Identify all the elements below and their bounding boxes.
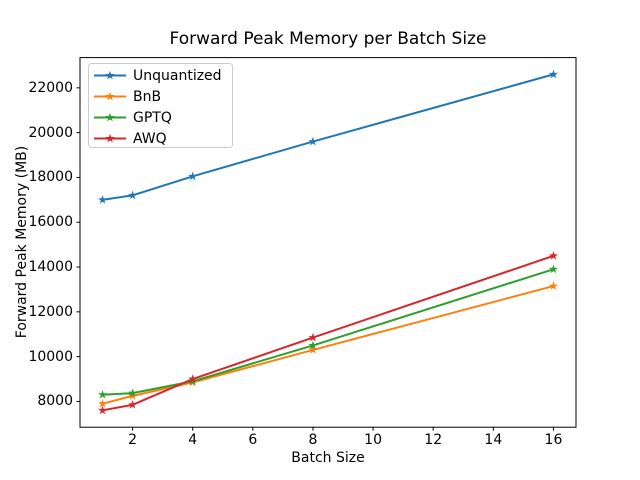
y-tick-label-12000: 12000 [28, 303, 73, 320]
legend-label-gptq: GPTQ [133, 109, 172, 126]
x-tick-label-6: 6 [248, 432, 258, 448]
marker-awq-2 [128, 400, 138, 409]
x-tick-label-12: 12 [424, 432, 443, 448]
legend-marker-awq [105, 133, 115, 143]
marker-awq-16 [548, 251, 559, 260]
marker-awq-4 [188, 374, 198, 383]
marker-awq-8 [308, 332, 318, 342]
marker-unquantized-8 [308, 136, 318, 146]
legend-box [88, 63, 233, 148]
marker-awq-1 [97, 405, 108, 415]
x-tick-label-8: 8 [308, 432, 318, 448]
legend-marker-unquantized [105, 70, 115, 80]
legend-marker-gptq [105, 112, 115, 122]
y-tick-label-18000: 18000 [28, 169, 73, 186]
marker-gptq-16 [548, 264, 559, 274]
marker-bnb-8 [308, 345, 318, 354]
marker-bnb-1 [97, 398, 108, 408]
x-axis-label: Batch Size [291, 450, 365, 466]
y-tick-label-10000: 10000 [28, 348, 73, 365]
marker-bnb-16 [548, 281, 559, 290]
legend-marker-bnb [105, 91, 115, 101]
legend-label-awq: AWQ [133, 130, 167, 147]
legend-label-bnb: BnB [133, 88, 162, 105]
marker-unquantized-2 [128, 190, 138, 200]
marker-gptq-8 [308, 340, 318, 350]
marker-unquantized-1 [97, 195, 108, 204]
marker-gptq-1 [97, 389, 108, 399]
y-tick-label-16000: 16000 [28, 214, 73, 231]
marker-gptq-2 [128, 388, 138, 398]
marker-unquantized-16 [548, 69, 559, 79]
marker-bnb-2 [128, 391, 138, 400]
y-tick-label-22000: 22000 [28, 79, 73, 96]
chart-title: Forward Peak Memory per Batch Size [169, 29, 487, 49]
x-tick-label-16: 16 [544, 432, 563, 448]
marker-unquantized-4 [188, 171, 198, 181]
x-tick-label-14: 14 [484, 432, 503, 448]
y-tick-label-20000: 20000 [28, 124, 73, 141]
x-tick-label-4: 4 [188, 432, 198, 448]
legend-label-unquantized: Unquantized [133, 67, 222, 84]
x-tick-label-10: 10 [364, 432, 382, 448]
axes-border [79, 57, 577, 428]
y-tick-label-8000: 8000 [37, 393, 73, 410]
x-tick-label-2: 2 [128, 432, 138, 448]
y-tick-label-14000: 14000 [28, 259, 73, 276]
